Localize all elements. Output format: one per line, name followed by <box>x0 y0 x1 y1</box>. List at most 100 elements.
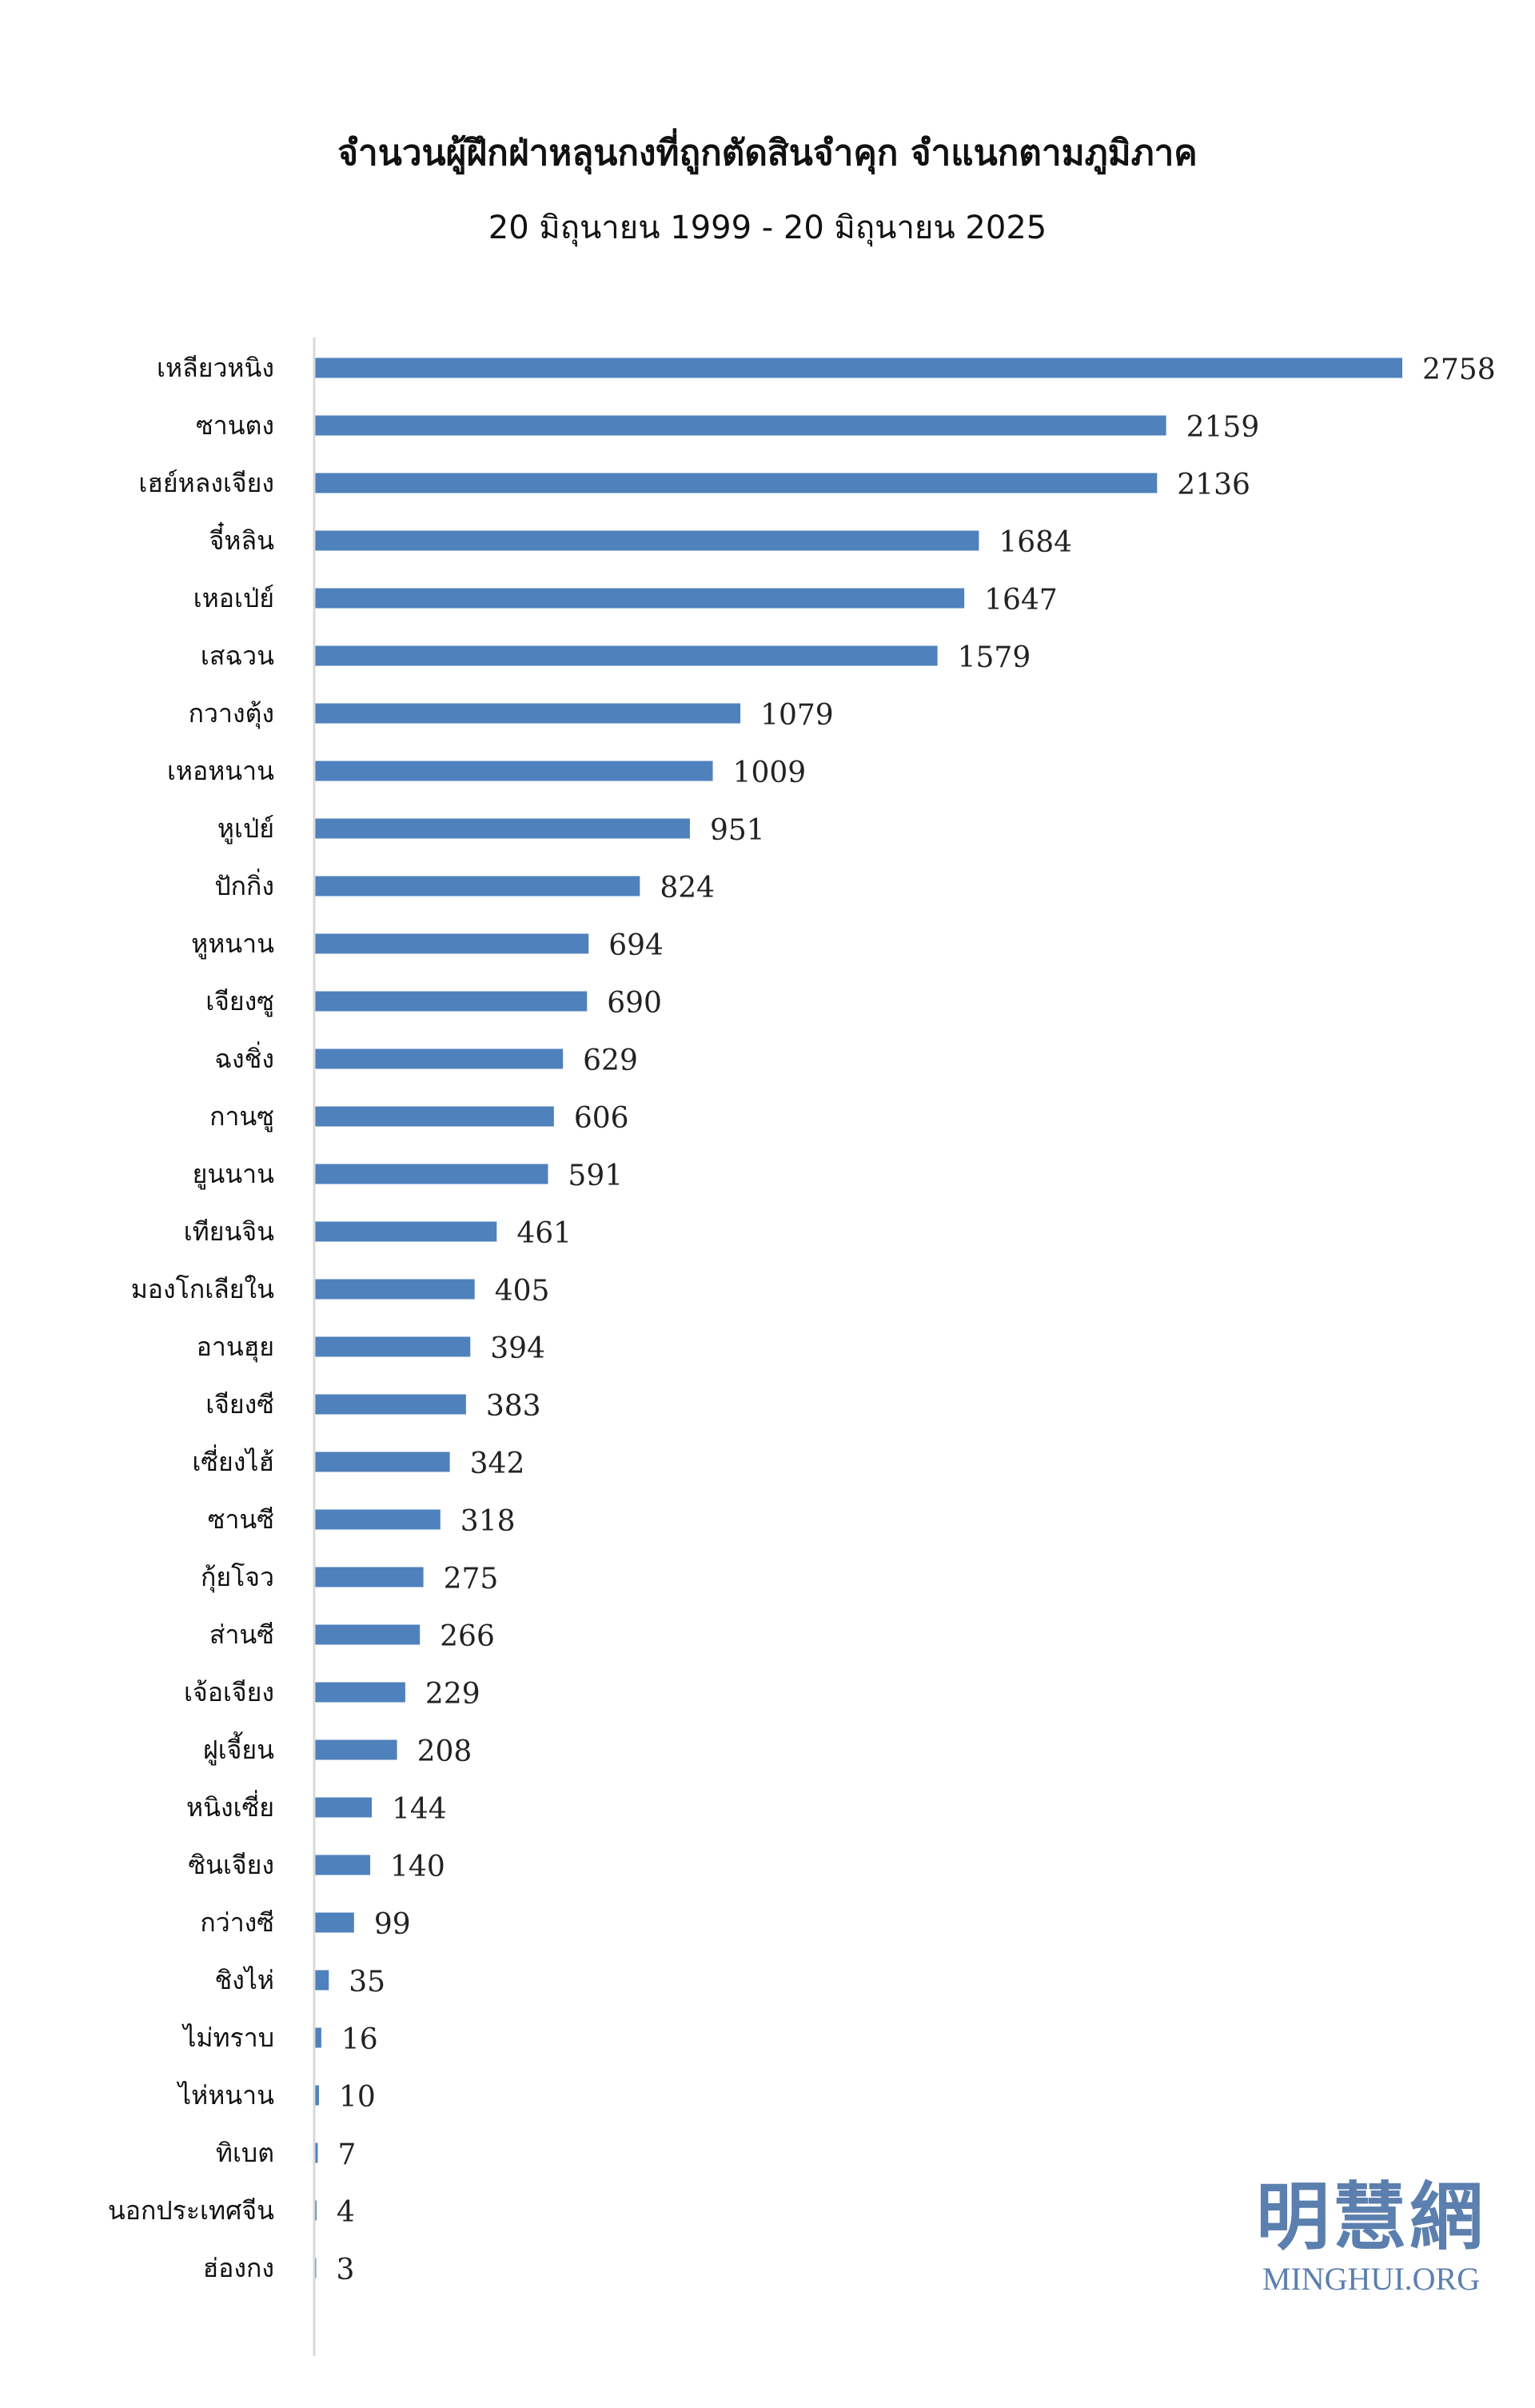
value-label: 2136 <box>1177 469 1250 501</box>
value-label: 461 <box>516 1217 572 1250</box>
category-label: มองโกเลียใน <box>131 1274 274 1304</box>
category-label: ซินเจียง <box>188 1850 274 1880</box>
category-label: ชิงไห่ <box>214 1965 274 1995</box>
category-label: หนิงเซี่ย <box>186 1790 274 1823</box>
category-label: เหอเป่ย์ <box>193 583 274 613</box>
value-label: 1647 <box>984 584 1058 617</box>
bar <box>315 2085 319 2106</box>
category-label: ฉงชิ่ง <box>214 1041 274 1074</box>
value-label: 824 <box>660 872 715 904</box>
value-label: 144 <box>392 1793 447 1826</box>
bar <box>315 473 1158 493</box>
bar <box>315 1682 405 1703</box>
value-label: 629 <box>583 1044 638 1077</box>
category-label: เทียนจิน <box>184 1216 274 1247</box>
value-label: 1579 <box>958 641 1031 674</box>
bar <box>315 357 1402 378</box>
value-label: 229 <box>425 1678 480 1711</box>
bar <box>315 703 741 724</box>
value-label: 2758 <box>1422 353 1496 386</box>
value-label: 342 <box>470 1448 525 1480</box>
logo-latin-text: MINGHUI.ORG <box>1262 2261 1481 2297</box>
bar <box>315 761 713 781</box>
value-label: 10 <box>339 2081 376 2114</box>
bar <box>315 933 589 954</box>
value-label: 208 <box>417 1735 472 1768</box>
bar <box>315 1164 548 1184</box>
category-label: เซี่ยงไฮ้ <box>192 1444 274 1477</box>
bar <box>315 876 640 897</box>
category-label: ซานตง <box>196 410 274 441</box>
chart-subtitle: 20 มิถุนายน 1999 - 20 มิถุนายน 2025 <box>488 210 1047 246</box>
category-label: กุ้ยโจว <box>201 1562 274 1593</box>
category-label: หูหนาน <box>191 928 274 960</box>
category-label: จี๋หลิน <box>209 521 274 556</box>
bars-layer <box>315 357 1402 2278</box>
value-label: 140 <box>390 1851 445 1883</box>
bar <box>315 1567 424 1587</box>
category-label: ยูนนาน <box>193 1159 274 1190</box>
bar <box>315 1509 441 1530</box>
value-label: 690 <box>607 987 662 1020</box>
logo-cjk-text: 明慧網 <box>1255 2174 1486 2260</box>
bar <box>315 588 965 609</box>
category-label: กวางตุ้ง <box>189 698 274 729</box>
category-label: เหลียวหนิง <box>157 353 274 383</box>
value-label: 4 <box>337 2196 355 2229</box>
category-label: เจียงซู <box>205 986 274 1017</box>
bar <box>315 991 588 1012</box>
category-label: ฮ่องกง <box>203 2253 274 2283</box>
bar <box>315 1797 373 1818</box>
value-label: 275 <box>444 1563 499 1595</box>
value-label: 35 <box>349 1966 385 1999</box>
category-label: เจียงซี <box>205 1389 274 1420</box>
category-label: ทิเบต <box>216 2138 274 2168</box>
category-label: กานซู <box>209 1101 274 1132</box>
bar <box>315 1106 554 1127</box>
bar <box>315 1279 475 1300</box>
category-label: เหอหนาน <box>167 756 274 786</box>
category-label: หูเป่ย์ <box>217 813 274 845</box>
bar <box>315 2142 318 2163</box>
value-label: 7 <box>337 2138 356 2171</box>
value-label: 1009 <box>733 757 807 789</box>
category-labels-layer: เหลียวหนิงซานตงเฮย์หลงเจียงจี๋หลินเหอเป่… <box>108 353 274 2283</box>
value-label: 2159 <box>1186 411 1260 444</box>
bar <box>315 645 938 666</box>
bar <box>315 1855 371 1875</box>
value-label: 3 <box>336 2254 354 2286</box>
category-label: เสฉวน <box>201 641 274 671</box>
category-label: นอกประเทศจีน <box>108 2195 274 2226</box>
value-label: 951 <box>710 814 765 847</box>
bar <box>315 1739 397 1760</box>
bar <box>315 1912 354 1933</box>
bar <box>315 1452 450 1472</box>
value-label: 694 <box>608 929 664 962</box>
bar <box>315 1970 329 1991</box>
value-label: 1684 <box>999 526 1072 559</box>
bar <box>315 1336 471 1357</box>
value-label: 1079 <box>760 699 834 732</box>
bar <box>315 1048 564 1069</box>
value-labels-layer: 2758 2159 2136 1684 1647 1579 1079 1009 951 824 69… <box>336 353 1495 2286</box>
category-label: อานฮุย <box>197 1332 274 1363</box>
value-label: 383 <box>486 1390 541 1423</box>
category-label: ไม่ทราบ <box>181 2023 274 2053</box>
value-label: 591 <box>568 1160 623 1192</box>
category-label: ไห่หนาน <box>176 2080 274 2110</box>
category-label: ส่านซี <box>209 1619 274 1650</box>
bar <box>315 818 690 839</box>
category-label: กว่างซี <box>200 1907 274 1938</box>
bar <box>315 415 1166 436</box>
value-label: 606 <box>574 1102 629 1135</box>
value-label: 394 <box>490 1332 545 1365</box>
value-label: 99 <box>374 1908 411 1941</box>
category-label: เจ้อเจียง <box>184 1677 274 1707</box>
category-label: เฮย์หลงเจียง <box>138 468 274 498</box>
value-label: 266 <box>440 1620 495 1653</box>
bar <box>315 1624 421 1645</box>
category-label: ปักกิ่ง <box>214 869 274 901</box>
value-label: 318 <box>460 1505 516 1538</box>
bar <box>315 2200 317 2221</box>
chart-title: จำนวนผู้ฝึกฝ่าหลุนกงที่ถูกตัดสินจำคุก จำ… <box>337 133 1198 174</box>
